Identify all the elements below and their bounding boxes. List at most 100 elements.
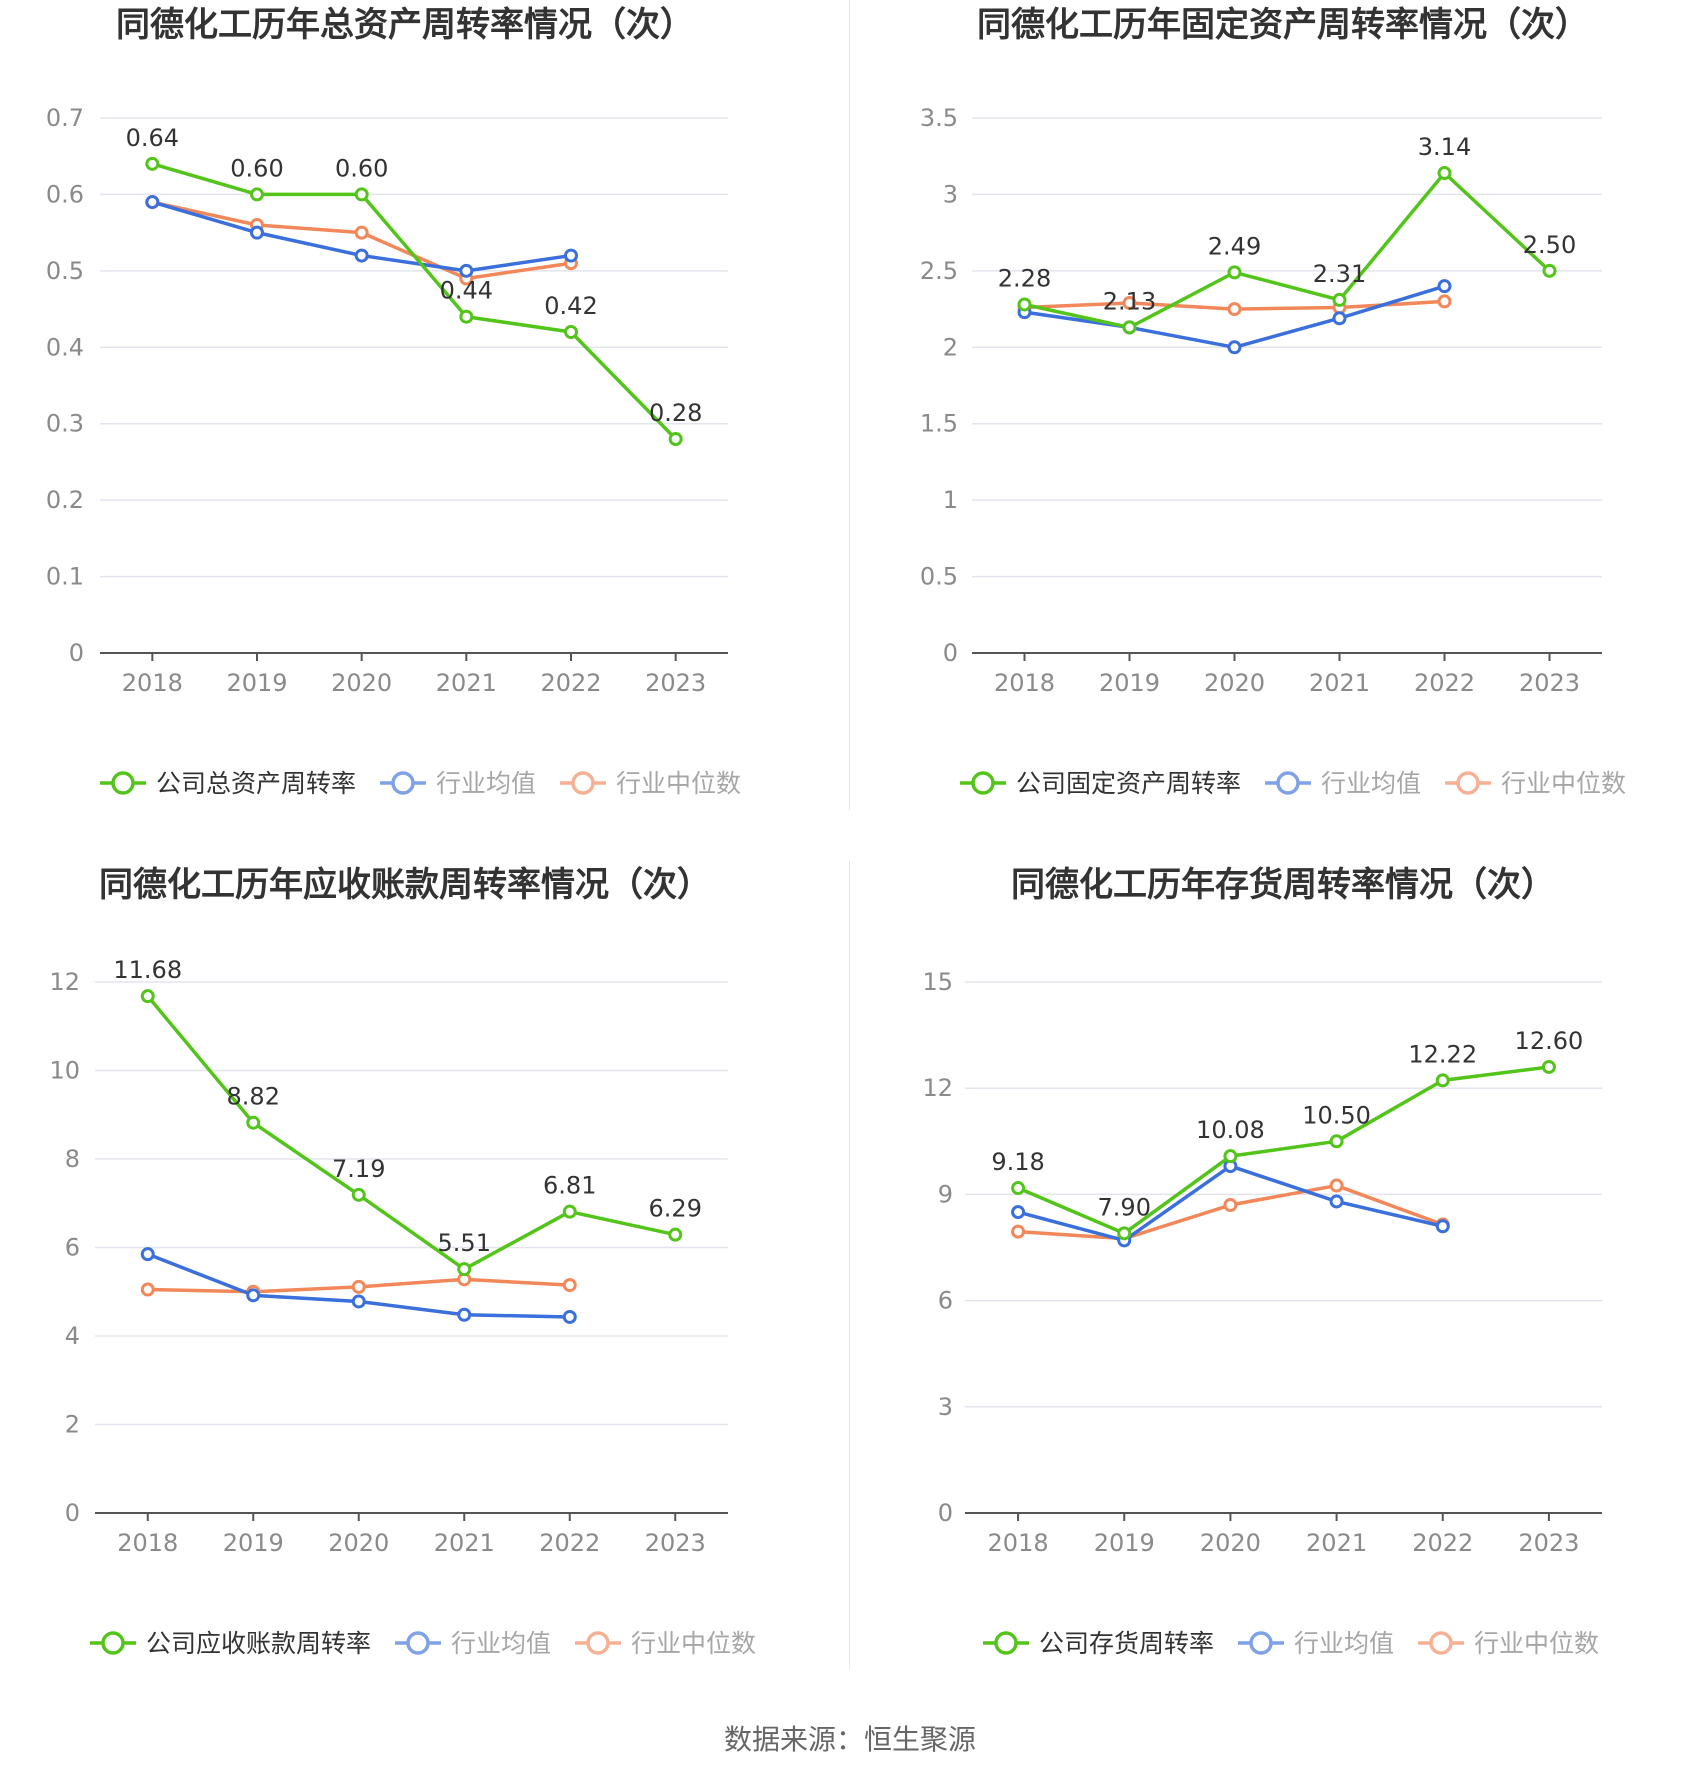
data-point-mean xyxy=(145,195,160,210)
data-point-company xyxy=(668,1227,683,1242)
legend-marker xyxy=(406,1631,430,1655)
x-tick-label: 2022 xyxy=(539,1529,600,1557)
chart-panel-receivables-turnover: 同德化工历年应收账款周转率情况（次） 0 2 4 6 8 10 12 2018 2019 2020 2… xyxy=(0,860,850,1720)
data-point-mean xyxy=(140,1247,155,1262)
x-tick-label: 2019 xyxy=(223,1529,284,1557)
data-point-mean xyxy=(457,1307,472,1322)
x-tick-label: 2021 xyxy=(1306,1529,1367,1557)
data-label: 0.28 xyxy=(649,399,702,427)
data-point-company xyxy=(1541,1059,1556,1074)
x-tick-label: 2020 xyxy=(328,1529,389,1557)
legend-item-mean[interactable]: 行业均值 xyxy=(1265,769,1421,798)
y-tick-label: 0.5 xyxy=(920,563,958,591)
y-tick-label: 6 xyxy=(65,1234,80,1262)
legend-marker xyxy=(971,771,995,795)
x-tick-label: 2018 xyxy=(122,669,183,697)
data-source-note: 数据来源：恒生聚源 xyxy=(723,1723,976,1756)
legend-item-mean[interactable]: 行业均值 xyxy=(395,1629,551,1658)
data-point-median xyxy=(1329,1178,1344,1193)
legend-marker xyxy=(391,771,415,795)
data-point-company xyxy=(459,309,474,324)
legend-label: 行业中位数 xyxy=(1474,1629,1599,1658)
data-point-company xyxy=(351,1187,366,1202)
data-point-median xyxy=(1223,1198,1238,1213)
data-point-company xyxy=(145,156,160,171)
data-point-company xyxy=(1329,1134,1344,1149)
data-point-company xyxy=(1122,320,1137,335)
y-tick-label: 3.5 xyxy=(920,104,958,132)
legend-marker xyxy=(994,1631,1018,1655)
x-tick-label: 2020 xyxy=(1200,1529,1261,1557)
legend-item-median[interactable]: 行业中位数 xyxy=(575,1629,756,1658)
series-line-company xyxy=(1024,171,1551,330)
y-tick-label: 8 xyxy=(65,1145,80,1173)
y-tick-label: 0.2 xyxy=(46,486,84,514)
data-label: 10.08 xyxy=(1196,1116,1265,1144)
legend-item-mean[interactable]: 行业均值 xyxy=(1238,1629,1394,1658)
data-point-company xyxy=(1017,297,1032,312)
data-point-company xyxy=(668,432,683,446)
legend-item-company[interactable]: 公司存货周转率 xyxy=(983,1629,1214,1658)
legend-item-median[interactable]: 行业中位数 xyxy=(1418,1629,1599,1658)
data-label: 7.90 xyxy=(1098,1193,1151,1221)
x-tick-label: 2022 xyxy=(540,669,601,697)
data-label: 2.31 xyxy=(1313,260,1366,288)
legend-item-median[interactable]: 行业中位数 xyxy=(1445,769,1626,798)
chart-title: 同德化工历年存货周转率情况（次） xyxy=(1011,865,1555,905)
x-tick-label: 2019 xyxy=(226,669,287,697)
data-point-company xyxy=(1435,1073,1450,1088)
legend-marker xyxy=(1429,1631,1453,1655)
vertical-divider-bottom xyxy=(849,860,850,1670)
legend-marker xyxy=(101,1631,125,1655)
data-point-mean xyxy=(1227,340,1242,355)
y-tick-label: 2.5 xyxy=(920,257,958,285)
legend-label: 行业均值 xyxy=(451,1629,551,1658)
chart-receivables-turnover: 同德化工历年应收账款周转率情况（次） 0 2 4 6 8 10 12 2018 2019 2020 2… xyxy=(49,865,756,1658)
data-point-median xyxy=(1122,295,1137,310)
y-tick-label: 0 xyxy=(65,1499,80,1527)
y-tick-label: 12 xyxy=(49,968,80,996)
data-point-mean xyxy=(1435,1219,1450,1234)
y-tick-label: 2 xyxy=(65,1411,80,1439)
y-tick-label: 0 xyxy=(938,1499,953,1527)
y-tick-label: 0.4 xyxy=(46,333,84,361)
data-label: 9.18 xyxy=(991,1148,1044,1176)
legend-item-company[interactable]: 公司固定资产周转率 xyxy=(960,769,1241,798)
data-label: 2.13 xyxy=(1103,287,1156,315)
x-tick-label: 2019 xyxy=(1094,1529,1155,1557)
legend-marker xyxy=(1276,771,1300,795)
data-point-median xyxy=(351,1279,366,1294)
series-line-company xyxy=(151,162,677,441)
data-point-median xyxy=(354,225,369,240)
data-point-mean xyxy=(564,248,578,263)
y-tick-label: 6 xyxy=(938,1287,953,1315)
x-tick-label: 2021 xyxy=(436,669,497,697)
legend-item-company[interactable]: 公司总资产周转率 xyxy=(100,769,356,798)
data-point-company xyxy=(564,325,578,339)
data-point-company xyxy=(1223,1149,1238,1164)
chart-title: 同德化工历年应收账款周转率情况（次） xyxy=(99,865,711,905)
x-tick-label: 2018 xyxy=(988,1529,1049,1557)
legend-marker xyxy=(1249,1631,1273,1655)
data-label: 10.50 xyxy=(1302,1101,1371,1129)
legend-item-mean[interactable]: 行业均值 xyxy=(380,769,536,798)
data-point-mean xyxy=(246,1288,261,1303)
data-point-company xyxy=(354,187,369,202)
data-point-median xyxy=(140,1282,155,1297)
x-tick-label: 2022 xyxy=(1412,1529,1473,1557)
legend-item-company[interactable]: 公司应收账款周转率 xyxy=(90,1629,371,1658)
y-tick-label: 0.5 xyxy=(46,257,84,285)
y-tick-label: 0.6 xyxy=(46,180,84,208)
x-tick-label: 2023 xyxy=(645,1529,706,1557)
data-point-company xyxy=(1437,166,1452,181)
legend-item-median[interactable]: 行业中位数 xyxy=(560,769,741,798)
chart-panel-total-asset-turnover: 同德化工历年总资产周转率情况（次） 0 0.1 0.2 0.3 0.4 0.5 0.6 0.7 2… xyxy=(0,0,850,860)
y-tick-label: 12 xyxy=(922,1074,953,1102)
data-point-company xyxy=(250,187,264,202)
data-label: 2.28 xyxy=(998,264,1051,292)
data-point-company xyxy=(562,1204,577,1219)
data-point-mean xyxy=(250,225,264,240)
legend-label: 行业中位数 xyxy=(631,1629,756,1658)
legend-label: 公司总资产周转率 xyxy=(156,769,356,798)
legend-marker xyxy=(571,771,595,795)
